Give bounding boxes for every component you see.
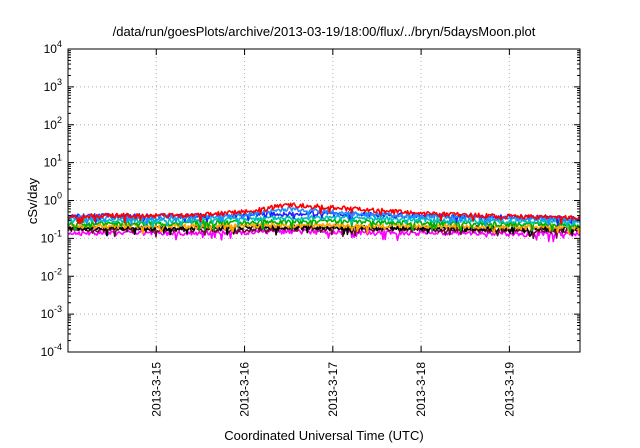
- y-tick-label: 10-2: [41, 266, 62, 283]
- x-tick-label: 2013-3-19: [502, 362, 516, 417]
- y-tick-label: 104: [44, 39, 62, 56]
- y-tick-label: 10-1: [41, 228, 62, 245]
- grid: [68, 49, 580, 352]
- axis-ticks: 10-4 10-3 10-2 10-1 100 101 102 103 104 2013-3-15…: [41, 39, 580, 417]
- y-tick-label: 100: [44, 191, 62, 208]
- x-tick-label: 2013-3-18: [414, 362, 428, 417]
- y-tick-label: 101: [44, 153, 62, 170]
- y-tick-label: 10-4: [41, 342, 62, 359]
- series-line: [67, 206, 581, 227]
- x-tick-label: 2013-3-15: [149, 362, 163, 417]
- y-tick-label: 102: [44, 115, 62, 132]
- series-line: [67, 202, 581, 225]
- chart-title: /data/run/goesPlots/archive/2013-03-19/1…: [113, 24, 536, 39]
- y-tick-label: 10-3: [41, 304, 62, 321]
- x-axis-label: Coordinated Universal Time (UTC): [224, 428, 423, 443]
- series-group: [67, 202, 581, 243]
- y-tick-label: 103: [44, 77, 62, 94]
- x-tick-label: 2013-3-16: [238, 362, 252, 417]
- y-axis-label: cSv/day: [25, 177, 40, 224]
- x-tick-label: 2013-3-17: [326, 362, 340, 417]
